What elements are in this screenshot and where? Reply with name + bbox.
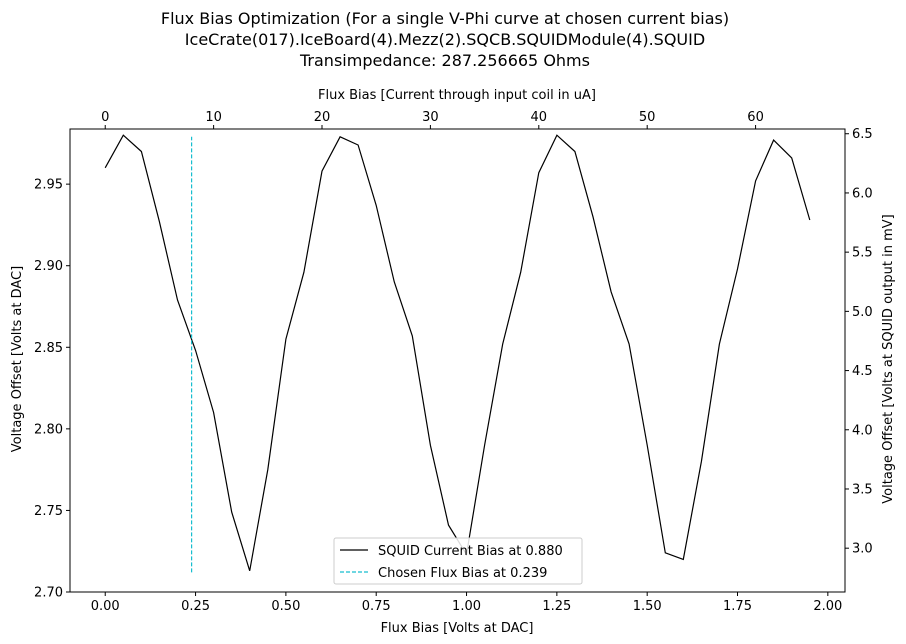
right-y-tick-label-1: 3.5 [852, 482, 873, 497]
right-y-tick-label-6: 6.0 [852, 186, 873, 201]
x-axis-label: Flux Bias [Volts at DAC] [381, 621, 534, 636]
x-tick-label-4: 1.00 [452, 599, 481, 614]
x-tick-label-2: 0.50 [271, 599, 300, 614]
y-tick-label-1: 2.75 [34, 504, 63, 519]
legend: SQUID Current Bias at 0.880 Chosen Flux … [333, 537, 583, 585]
y-tick-label-2: 2.80 [34, 422, 63, 437]
right-y-tick-label-3: 4.5 [852, 364, 873, 379]
tick-group: 0.00 0.25 0.50 0.75 1.00 1.25 1.50 1.75 2.00 2.70… [34, 110, 873, 614]
top-x-tick-label-2: 20 [314, 110, 331, 125]
chart-title-line-3: Transimpedance: 287.256665 Ohms [299, 51, 590, 70]
top-x-tick-label-4: 40 [531, 110, 548, 125]
top-x-tick-label-5: 50 [639, 110, 656, 125]
y-tick-label-5: 2.95 [34, 178, 63, 193]
x-tick-label-6: 1.50 [633, 599, 662, 614]
right-y-tick-label-0: 3.0 [852, 542, 873, 557]
top-x-tick-label-0: 0 [101, 110, 109, 125]
x-tick-label-1: 0.25 [181, 599, 210, 614]
plot-frame [69, 128, 846, 593]
series-line-squid-current-bias [104, 134, 811, 571]
legend-label-chosen-flux-bias: Chosen Flux Bias at 0.239 [378, 566, 547, 581]
top-x-tick-label-3: 30 [422, 110, 439, 125]
y-tick-label-3: 2.85 [34, 341, 63, 356]
x-tick-label-5: 1.25 [542, 599, 571, 614]
legend-label-squid-current-bias: SQUID Current Bias at 0.880 [378, 544, 563, 559]
top-x-axis-label: Flux Bias [Current through input coil in… [318, 88, 596, 103]
legend-box [333, 537, 583, 585]
x-tick-label-7: 1.75 [723, 599, 752, 614]
chart-title-line-1: Flux Bias Optimization (For a single V-P… [161, 9, 729, 28]
series-layer [104, 134, 811, 573]
top-x-tick-label-1: 10 [205, 110, 222, 125]
right-y-axis-label: Voltage Offset [Volts at SQUID output in… [881, 214, 896, 503]
right-y-tick-label-7: 6.5 [852, 127, 873, 142]
x-tick-label-3: 0.75 [362, 599, 391, 614]
y-axis-label: Voltage Offset [Volts at DAC] [10, 266, 25, 452]
x-tick-label-8: 2.00 [813, 599, 842, 614]
top-x-tick-label-6: 60 [747, 110, 764, 125]
y-tick-label-0: 2.70 [34, 586, 63, 601]
chart-title-line-2: IceCrate(017).IceBoard(4).Mezz(2).SQCB.S… [185, 30, 705, 49]
right-y-tick-label-5: 5.5 [852, 246, 873, 261]
y-tick-label-4: 2.90 [34, 259, 63, 274]
x-tick-label-0: 0.00 [91, 599, 120, 614]
right-y-tick-label-2: 4.0 [852, 423, 873, 438]
right-y-tick-label-4: 5.0 [852, 305, 873, 320]
